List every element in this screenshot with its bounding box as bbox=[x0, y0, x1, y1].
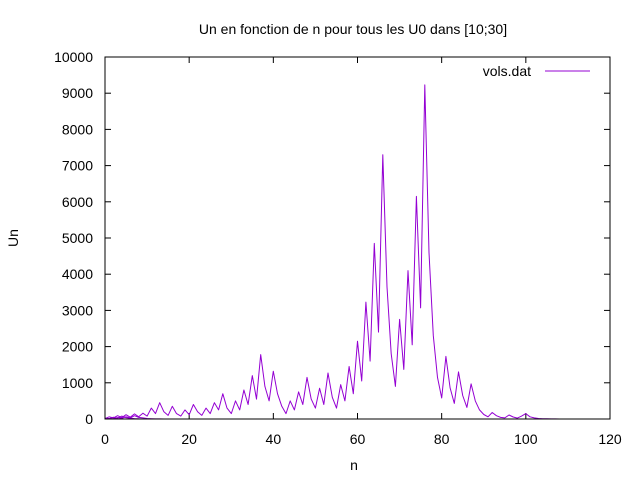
y-tick-label: 1000 bbox=[62, 375, 93, 391]
y-tick-label: 10000 bbox=[54, 49, 93, 65]
x-tick-label: 100 bbox=[514, 431, 538, 447]
plot-frame bbox=[104, 56, 611, 420]
y-tick-label: 6000 bbox=[62, 194, 93, 210]
legend: vols.dat bbox=[483, 63, 590, 79]
legend-label: vols.dat bbox=[483, 63, 531, 79]
y-tick-label: 8000 bbox=[62, 121, 93, 137]
y-tick-label: 0 bbox=[85, 411, 93, 427]
y-tick-label: 5000 bbox=[62, 230, 93, 246]
x-tick-label: 40 bbox=[266, 431, 282, 447]
x-tick-label: 0 bbox=[101, 431, 109, 447]
x-axis-label: n bbox=[350, 457, 358, 473]
series-line-0 bbox=[104, 84, 560, 420]
chart-title: Un en fonction de n pour tous les U0 dan… bbox=[199, 21, 507, 37]
y-tick-label: 7000 bbox=[62, 158, 93, 174]
x-tick-label: 120 bbox=[598, 431, 622, 447]
plot-area bbox=[104, 84, 560, 420]
y-tick-label: 3000 bbox=[62, 302, 93, 318]
y-tick-label: 4000 bbox=[62, 266, 93, 282]
y-axis-label: Un bbox=[5, 229, 21, 247]
x-tick-label: 80 bbox=[434, 431, 450, 447]
axis-ticks: 0 20 40 60 80 100 120 0 1000 2000 3000 4000 5000 6000… bbox=[54, 49, 622, 447]
x-tick-label: 20 bbox=[181, 431, 197, 447]
y-tick-label: 2000 bbox=[62, 339, 93, 355]
y-tick-label: 9000 bbox=[62, 85, 93, 101]
x-tick-label: 60 bbox=[350, 431, 366, 447]
